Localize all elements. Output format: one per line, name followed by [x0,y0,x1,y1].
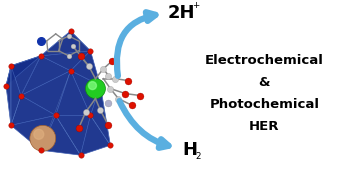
Polygon shape [41,31,90,56]
Polygon shape [11,115,56,150]
Polygon shape [70,51,101,86]
Text: Electrochemical: Electrochemical [205,54,324,67]
Text: HER: HER [249,120,280,133]
Polygon shape [21,71,70,115]
Polygon shape [11,96,56,125]
Circle shape [86,79,105,98]
Polygon shape [6,66,11,125]
Polygon shape [6,56,41,86]
Text: Photochemical: Photochemical [209,98,319,111]
Text: 2H: 2H [168,4,195,22]
Polygon shape [41,115,81,155]
Circle shape [30,125,56,151]
Polygon shape [56,71,90,115]
FancyArrowPatch shape [117,12,155,76]
Polygon shape [11,56,41,96]
FancyArrowPatch shape [119,101,169,148]
Text: $_2$: $_2$ [195,149,202,162]
Polygon shape [70,71,101,115]
Polygon shape [11,66,21,125]
Polygon shape [81,115,110,155]
Text: &: & [259,76,270,89]
Text: H: H [182,141,197,159]
Polygon shape [56,115,90,155]
Circle shape [89,82,96,90]
Polygon shape [41,51,90,71]
Circle shape [34,129,44,139]
Polygon shape [90,86,110,145]
Text: $^+$: $^+$ [191,2,201,15]
Polygon shape [21,56,70,96]
